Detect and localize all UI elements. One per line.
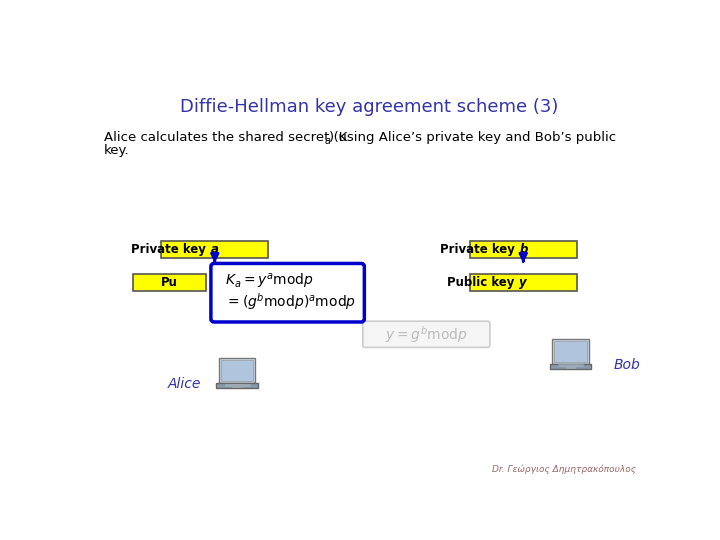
Text: Diffie-Hellman key agreement scheme (3): Diffie-Hellman key agreement scheme (3) xyxy=(180,98,558,116)
Text: a: a xyxy=(325,136,330,146)
Text: Private key: Private key xyxy=(440,243,518,256)
FancyBboxPatch shape xyxy=(554,341,587,362)
Text: a: a xyxy=(211,243,219,256)
FancyBboxPatch shape xyxy=(469,241,577,258)
FancyBboxPatch shape xyxy=(219,358,256,383)
Text: Dr. Γεώργιος Δημητρακόπουλος: Dr. Γεώργιος Δημητρακόπουλος xyxy=(492,465,636,475)
Text: Pu: Pu xyxy=(161,276,178,289)
Text: Private key: Private key xyxy=(131,243,210,256)
Text: key.: key. xyxy=(104,144,130,157)
FancyBboxPatch shape xyxy=(216,383,258,388)
Text: Public key: Public key xyxy=(447,276,518,289)
Text: $y = g^b$mod$p$: $y = g^b$mod$p$ xyxy=(385,324,468,345)
FancyBboxPatch shape xyxy=(552,339,589,364)
FancyBboxPatch shape xyxy=(549,364,591,369)
FancyBboxPatch shape xyxy=(211,264,364,322)
Text: ) using Alice’s private key and Bob’s public: ) using Alice’s private key and Bob’s pu… xyxy=(330,131,616,145)
Text: b: b xyxy=(519,243,528,256)
Text: $K_a = y^a$mod$p$: $K_a = y^a$mod$p$ xyxy=(225,273,313,292)
Text: Alice calculates the shared secret (K: Alice calculates the shared secret (K xyxy=(104,131,347,145)
FancyBboxPatch shape xyxy=(566,365,575,368)
FancyBboxPatch shape xyxy=(221,360,253,381)
Text: $= (g^b$mod$p)^a$mod$p$: $= (g^b$mod$p)^a$mod$p$ xyxy=(225,292,356,313)
FancyBboxPatch shape xyxy=(233,384,242,387)
FancyBboxPatch shape xyxy=(132,274,206,291)
FancyBboxPatch shape xyxy=(469,274,577,291)
Text: Alice: Alice xyxy=(168,377,201,392)
Text: y: y xyxy=(519,276,527,289)
FancyBboxPatch shape xyxy=(363,321,490,347)
Text: Bob: Bob xyxy=(613,358,640,372)
FancyBboxPatch shape xyxy=(161,241,269,258)
